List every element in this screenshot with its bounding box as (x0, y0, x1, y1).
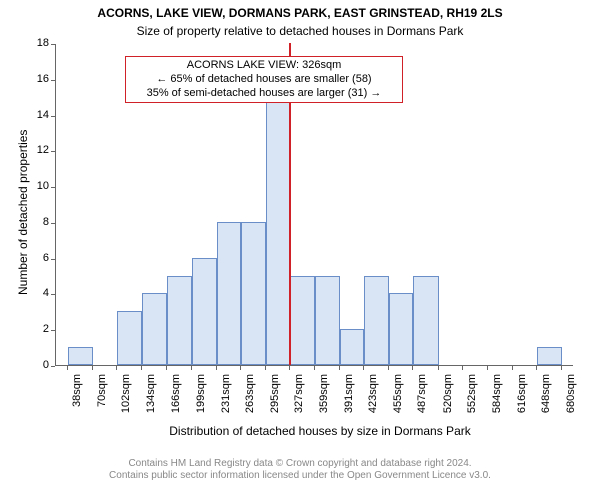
histogram-bar (117, 311, 142, 365)
x-tick-mark (388, 366, 389, 370)
y-tick-label: 10 (27, 180, 49, 192)
y-tick-mark (51, 259, 55, 260)
x-tick-mark (512, 366, 513, 370)
histogram-bar (315, 276, 340, 365)
x-tick-label: 199sqm (195, 374, 207, 424)
x-tick-mark (191, 366, 192, 370)
x-tick-label: 391sqm (343, 374, 355, 424)
footer-attribution: Contains HM Land Registry data © Crown c… (0, 458, 600, 482)
x-axis-label: Distribution of detached houses by size … (20, 424, 600, 438)
y-tick-label: 0 (27, 359, 49, 371)
x-tick-mark (265, 366, 266, 370)
y-tick-label: 2 (27, 323, 49, 335)
y-tick-mark (51, 294, 55, 295)
histogram-bar (192, 258, 217, 365)
y-tick-label: 6 (27, 252, 49, 264)
y-tick-mark (51, 44, 55, 45)
annotation-line1: ACORNS LAKE VIEW: 326sqm (130, 59, 398, 73)
annotation-box: ACORNS LAKE VIEW: 326sqm ← 65% of detach… (125, 56, 403, 103)
x-tick-mark (438, 366, 439, 370)
x-tick-mark (67, 366, 68, 370)
footer-line1: Contains HM Land Registry data © Crown c… (0, 458, 600, 470)
x-tick-mark (314, 366, 315, 370)
y-tick-mark (51, 187, 55, 188)
x-tick-label: 423sqm (367, 374, 379, 424)
histogram-bar (266, 97, 291, 365)
x-tick-mark (339, 366, 340, 370)
histogram-bar (364, 276, 389, 365)
x-tick-label: 552sqm (466, 374, 478, 424)
histogram-bar (537, 347, 562, 365)
x-tick-mark (166, 366, 167, 370)
histogram-bar (142, 293, 167, 365)
y-tick-mark (51, 330, 55, 331)
chart-title-line2: Size of property relative to detached ho… (0, 24, 600, 38)
y-tick-mark (51, 366, 55, 367)
x-tick-mark (363, 366, 364, 370)
y-tick-label: 18 (27, 37, 49, 49)
histogram-bar (68, 347, 93, 365)
histogram-bar (217, 222, 242, 365)
chart-title-line1: ACORNS, LAKE VIEW, DORMANS PARK, EAST GR… (0, 6, 600, 20)
x-tick-mark (289, 366, 290, 370)
histogram-bar (167, 276, 192, 365)
x-tick-mark (216, 366, 217, 370)
y-tick-mark (51, 116, 55, 117)
x-tick-label: 134sqm (145, 374, 157, 424)
x-tick-mark (240, 366, 241, 370)
x-tick-label: 327sqm (293, 374, 305, 424)
x-tick-label: 648sqm (540, 374, 552, 424)
y-tick-mark (51, 223, 55, 224)
y-tick-label: 8 (27, 216, 49, 228)
annotation-line3: 35% of semi-detached houses are larger (… (130, 87, 398, 101)
y-tick-mark (51, 80, 55, 81)
x-tick-mark (92, 366, 93, 370)
x-tick-mark (412, 366, 413, 370)
x-tick-label: 102sqm (120, 374, 132, 424)
annotation-line2: ← 65% of detached houses are smaller (58… (130, 73, 398, 87)
x-tick-mark (561, 366, 562, 370)
x-tick-label: 455sqm (392, 374, 404, 424)
y-tick-mark (51, 151, 55, 152)
x-tick-label: 70sqm (96, 374, 108, 424)
chart-container: ACORNS, LAKE VIEW, DORMANS PARK, EAST GR… (0, 0, 600, 500)
footer-line2: Contains public sector information licen… (0, 470, 600, 482)
histogram-bar (340, 329, 365, 365)
histogram-bar (389, 293, 414, 365)
y-tick-label: 4 (27, 287, 49, 299)
y-tick-label: 12 (27, 144, 49, 156)
y-tick-label: 14 (27, 109, 49, 121)
x-tick-mark (141, 366, 142, 370)
histogram-bar (413, 276, 438, 365)
x-tick-label: 231sqm (220, 374, 232, 424)
x-tick-label: 166sqm (170, 374, 182, 424)
x-tick-label: 520sqm (442, 374, 454, 424)
histogram-bar (241, 222, 266, 365)
x-tick-mark (536, 366, 537, 370)
x-tick-label: 616sqm (516, 374, 528, 424)
histogram-bar (290, 276, 315, 365)
y-tick-label: 16 (27, 73, 49, 85)
x-tick-label: 38sqm (71, 374, 83, 424)
x-tick-label: 584sqm (491, 374, 503, 424)
x-tick-mark (487, 366, 488, 370)
x-tick-label: 487sqm (416, 374, 428, 424)
x-tick-label: 263sqm (244, 374, 256, 424)
x-tick-mark (462, 366, 463, 370)
x-tick-label: 359sqm (318, 374, 330, 424)
x-tick-label: 295sqm (269, 374, 281, 424)
x-tick-label: 680sqm (565, 374, 577, 424)
x-tick-mark (116, 366, 117, 370)
